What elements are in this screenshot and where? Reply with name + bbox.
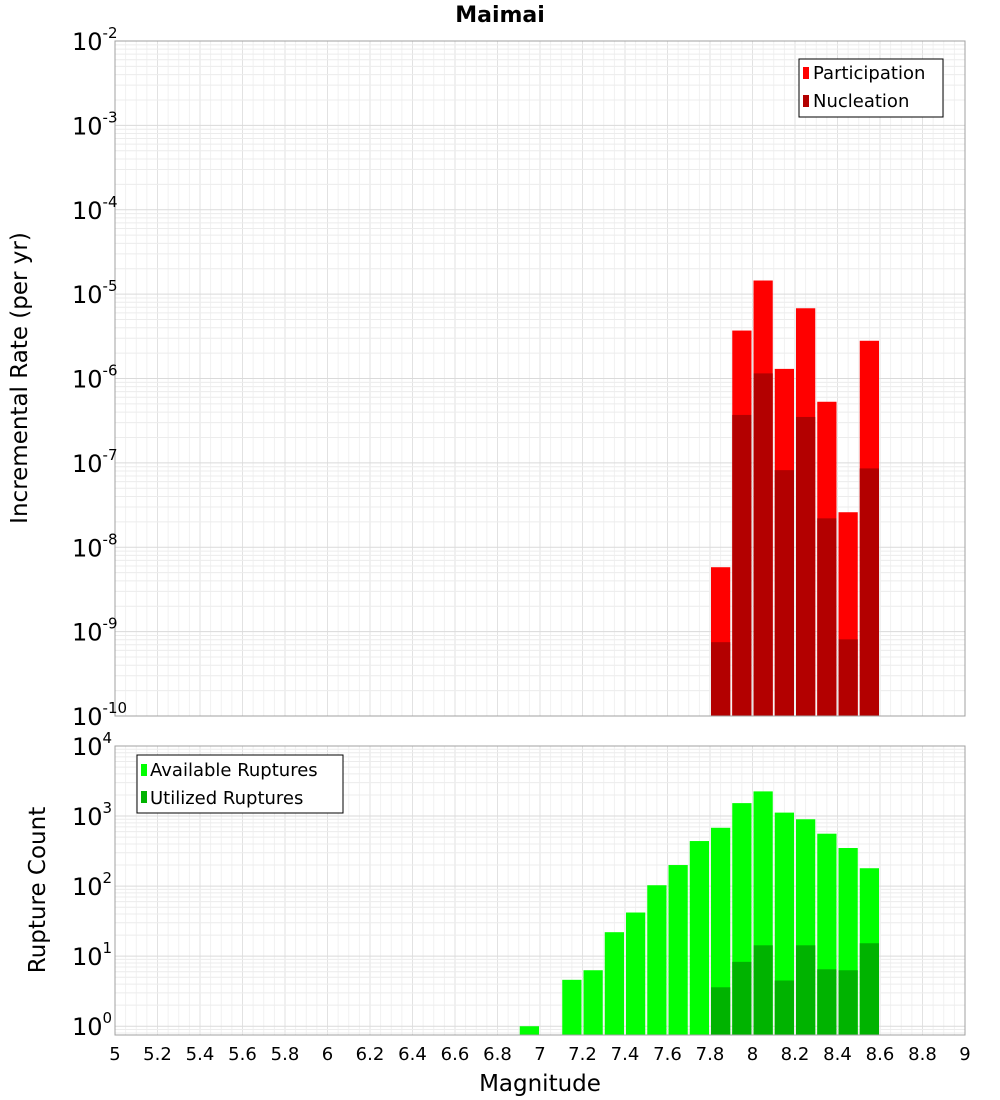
x-tick-label: 8	[747, 1044, 758, 1065]
count-bar-b	[774, 980, 794, 1035]
count-bar-b	[732, 961, 752, 1035]
count-bar-a	[519, 1026, 539, 1035]
rate-gridlines	[114, 40, 966, 717]
x-tick-label: 7	[534, 1044, 545, 1065]
count-bar-b	[753, 945, 773, 1035]
count-bar-a	[689, 841, 709, 1035]
rate-bars	[711, 280, 879, 716]
rate-y-axis-label: Incremental Rate (per yr)	[7, 232, 33, 524]
x-tick-label: 5	[109, 1044, 120, 1065]
count-y-tick-label: 103	[72, 799, 112, 831]
count-bar-b	[838, 970, 858, 1035]
count-y-tick-label: 101	[72, 939, 112, 971]
count-y-axis-label: Rupture Count	[25, 807, 51, 973]
legend-label-available: Available Ruptures	[150, 760, 318, 781]
x-tick-label: 6.2	[356, 1044, 385, 1065]
x-tick-label: 7.4	[611, 1044, 640, 1065]
count-bar-a	[647, 885, 667, 1035]
x-tick-label: 8.4	[823, 1044, 852, 1065]
rate-y-tick-label: 10-7	[72, 446, 118, 478]
rate-y-tick-label: 10-3	[72, 108, 118, 140]
count-bar-a	[668, 865, 688, 1035]
rate-y-ticks: 10-10 10-9 10-8 10-7 10-6 10-5 10-4 10-3 10-2	[72, 24, 127, 731]
legend-swatch-available	[141, 764, 147, 776]
x-tick-label: 8.8	[908, 1044, 937, 1065]
x-tick-label: 7.2	[568, 1044, 597, 1065]
x-axis-ticks: 5 5.2 5.4 5.6 5.8 6 6.2 6.4 6.6 6.8 7 7.2 7.4 7.6 7.8 8…	[109, 1044, 970, 1065]
count-y-tick-label: 104	[72, 729, 112, 761]
count-bar-a	[711, 827, 731, 1035]
rate-y-tick-label: 10-10	[72, 699, 127, 731]
count-bar-b	[796, 945, 816, 1035]
x-axis-label: Magnitude	[479, 1071, 601, 1097]
legend-label-nucleation: Nucleation	[813, 91, 909, 112]
count-legend: Available Ruptures Utilized Ruptures	[136, 754, 344, 814]
rate-bar-b	[774, 470, 794, 716]
count-bar-a	[562, 979, 582, 1035]
x-tick-label: 8.6	[866, 1044, 895, 1065]
x-tick-label: 6.4	[398, 1044, 427, 1065]
x-tick-label: 7.8	[696, 1044, 725, 1065]
count-bar-a	[626, 912, 646, 1035]
count-panel: 100 101 102 103 104 5 5.2 5.4 5.6 5.8 6 6.2 6.4 6.6 6…	[25, 729, 971, 1097]
x-tick-label: 8.2	[781, 1044, 810, 1065]
legend-label-utilized: Utilized Ruptures	[150, 788, 303, 809]
rate-bar-b	[711, 642, 731, 716]
chart-title: Maimai	[455, 3, 545, 28]
rate-y-tick-label: 10-9	[72, 615, 118, 647]
rate-y-tick-label: 10-4	[72, 193, 118, 225]
rate-bar-b	[732, 414, 752, 716]
count-y-ticks: 100 101 102 103 104	[72, 729, 112, 1041]
x-tick-label: 6.8	[483, 1044, 512, 1065]
rate-bar-b	[753, 373, 773, 716]
x-tick-label: 5.6	[228, 1044, 257, 1065]
count-bar-a	[774, 812, 794, 1035]
rate-legend: Participation Nucleation	[798, 58, 944, 118]
x-tick-label: 6	[322, 1044, 333, 1065]
count-bar-a	[604, 932, 624, 1035]
rate-bar-b	[859, 468, 879, 716]
legend-swatch-participation	[803, 67, 809, 79]
x-tick-label: 5.8	[271, 1044, 300, 1065]
count-y-tick-label: 100	[72, 1009, 112, 1041]
count-bar-b	[859, 943, 879, 1035]
count-bars	[519, 791, 879, 1035]
count-bar-b	[817, 969, 837, 1035]
count-bar-a	[583, 970, 603, 1035]
rate-bar-b	[838, 639, 858, 716]
rate-y-tick-label: 10-8	[72, 530, 118, 562]
rate-y-tick-label: 10-2	[72, 24, 118, 56]
x-tick-label: 5.4	[186, 1044, 215, 1065]
legend-label-participation: Participation	[813, 63, 925, 84]
rate-bar-b	[796, 416, 816, 716]
legend-swatch-utilized	[141, 791, 147, 803]
rate-y-tick-label: 10-5	[72, 277, 118, 309]
x-tick-label: 9	[959, 1044, 970, 1065]
count-y-tick-label: 102	[72, 869, 112, 901]
x-tick-label: 5.2	[143, 1044, 172, 1065]
rate-bar-b	[817, 518, 837, 716]
rate-panel: 10-10 10-9 10-8 10-7 10-6 10-5 10-4 10-3 10-2 In…	[7, 24, 966, 731]
legend-swatch-nucleation	[803, 95, 809, 107]
count-bar-b	[711, 987, 731, 1035]
rate-y-tick-label: 10-6	[72, 362, 118, 394]
x-tick-label: 6.6	[441, 1044, 470, 1065]
x-tick-label: 7.6	[653, 1044, 682, 1065]
